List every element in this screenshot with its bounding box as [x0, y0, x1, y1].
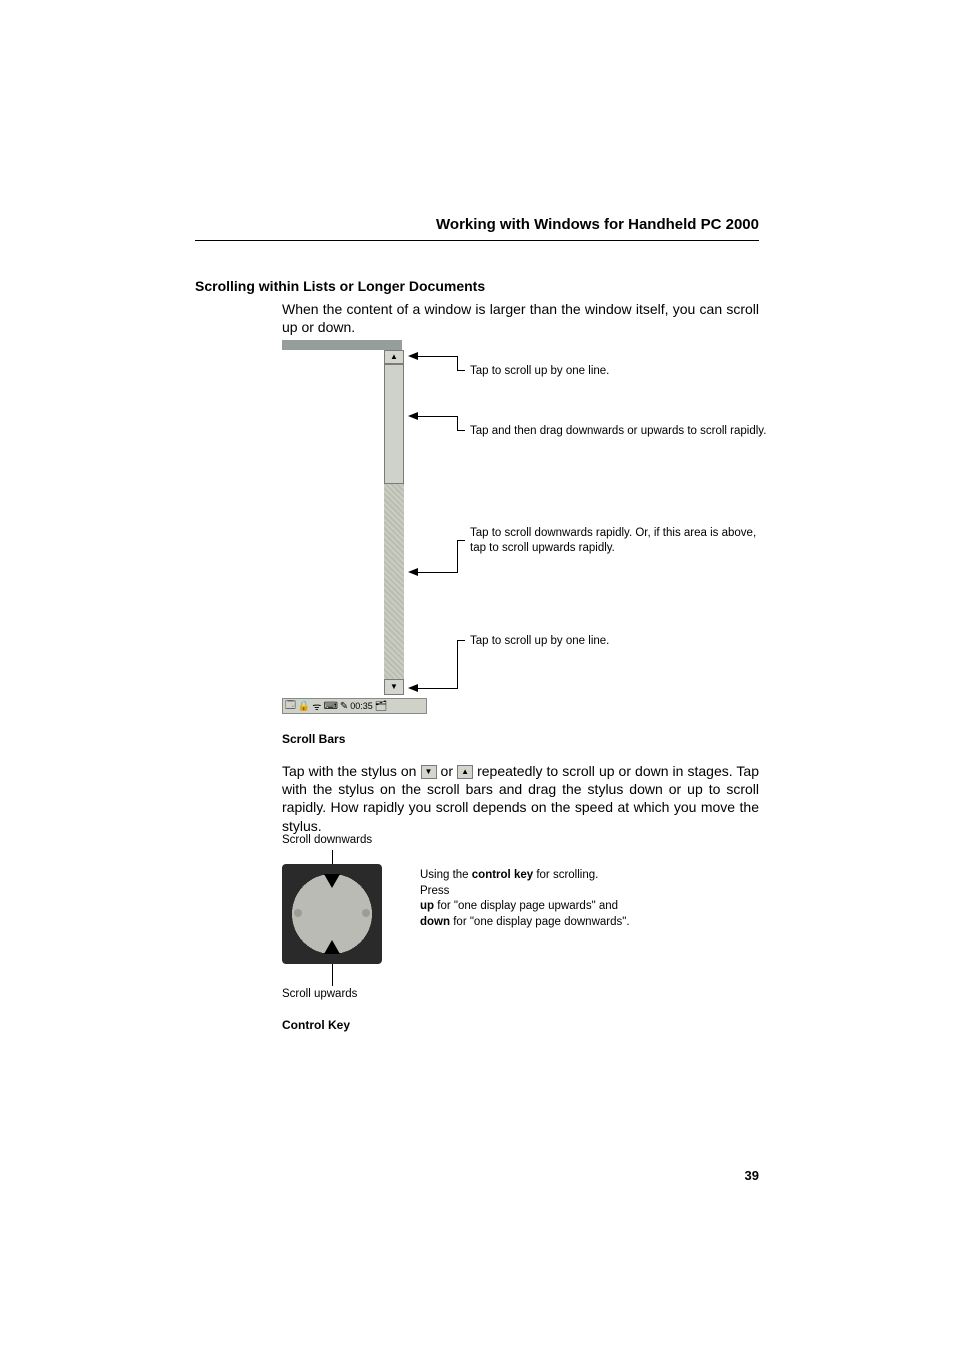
callout-line: [457, 370, 465, 371]
text-run: Using the: [420, 869, 472, 881]
scroll-thumb[interactable]: [384, 364, 404, 484]
callout-text: Tap to scroll up by one line.: [470, 364, 770, 379]
callout-line: [457, 416, 458, 430]
figure-caption: Control Key: [282, 1018, 350, 1032]
callout-line: [457, 540, 465, 541]
tray-icon: ᯤ: [312, 699, 321, 713]
scroll-down-button[interactable]: ▼: [384, 679, 404, 695]
scroll-up-label: Scroll upwards: [282, 988, 357, 1000]
pen-icon: ✎: [340, 701, 348, 712]
text-run: for "one display page downwards".: [450, 916, 630, 928]
callout-line: [418, 572, 458, 573]
page: Working with Windows for Handheld PC 200…: [0, 0, 954, 1351]
chevron-down-icon: [324, 874, 340, 888]
label-line: [332, 964, 333, 986]
callout-line: [457, 540, 458, 572]
callout-line: [457, 356, 458, 370]
text-run: for "one display page upwards" and: [434, 900, 618, 912]
header-rule: [195, 240, 759, 241]
text-run: Tap with the stylus on: [282, 763, 421, 779]
callout-line: [418, 356, 458, 357]
desktop-icon: 🗂: [375, 701, 388, 712]
body-text: Tap with the stylus on ▼ or ▲ repeatedly…: [282, 762, 759, 835]
text-run: for scrolling.: [533, 869, 598, 881]
callout-line: [457, 640, 465, 641]
chevron-up-icon: [324, 940, 340, 954]
section-title: Scrolling within Lists or Longer Documen…: [195, 278, 485, 294]
label-line: [332, 850, 333, 864]
callout-line: [457, 640, 458, 688]
window-titlebar: [282, 340, 402, 350]
control-key-figure: [282, 864, 382, 964]
scroll-down-label: Scroll downwards: [282, 834, 372, 846]
control-key-description: Using the control key for scrolling. Pre…: [420, 868, 630, 930]
scroll-up-icon: ▲: [457, 765, 473, 779]
scrollbar: ▲ ▼: [384, 350, 404, 695]
arrow-icon: [408, 412, 418, 420]
scroll-down-icon: ▼: [421, 765, 437, 779]
arrow-icon: [408, 352, 418, 360]
text-run: or: [437, 763, 458, 779]
callout-line: [418, 416, 458, 417]
scroll-track[interactable]: [384, 484, 404, 679]
system-tray: 🗔 🔒 ᯤ ⌨ ✎ 00:35 🗂: [282, 698, 427, 714]
tray-time: 00:35: [350, 701, 373, 711]
figure-caption: Scroll Bars: [282, 732, 345, 746]
scrollbar-diagram: ▲ ▼ Tap to scroll up by one line. Tap an…: [282, 340, 758, 720]
dot-icon: [294, 909, 302, 917]
arrow-icon: [408, 568, 418, 576]
tray-icon: 🗔: [285, 698, 296, 715]
callout-text: Tap and then drag downwards or upwards t…: [470, 424, 770, 439]
tray-icon: 🔒: [298, 701, 310, 712]
tray-icon: ⌨: [323, 701, 337, 712]
callout-line: [418, 688, 458, 689]
text-bold: control key: [472, 869, 533, 881]
text-run: Press: [420, 885, 449, 897]
text-bold: down: [420, 916, 450, 928]
callout-text: Tap to scroll up by one line.: [470, 634, 770, 649]
scroll-up-button[interactable]: ▲: [384, 350, 404, 364]
dot-icon: [362, 909, 370, 917]
page-number: 39: [745, 1168, 759, 1183]
intro-text: When the content of a window is larger t…: [282, 300, 759, 336]
page-header: Working with Windows for Handheld PC 200…: [436, 216, 759, 233]
callout-line: [457, 430, 465, 431]
text-bold: up: [420, 900, 434, 912]
arrow-icon: [408, 684, 418, 692]
callout-text: Tap to scroll downwards rapidly. Or, if …: [470, 526, 770, 556]
